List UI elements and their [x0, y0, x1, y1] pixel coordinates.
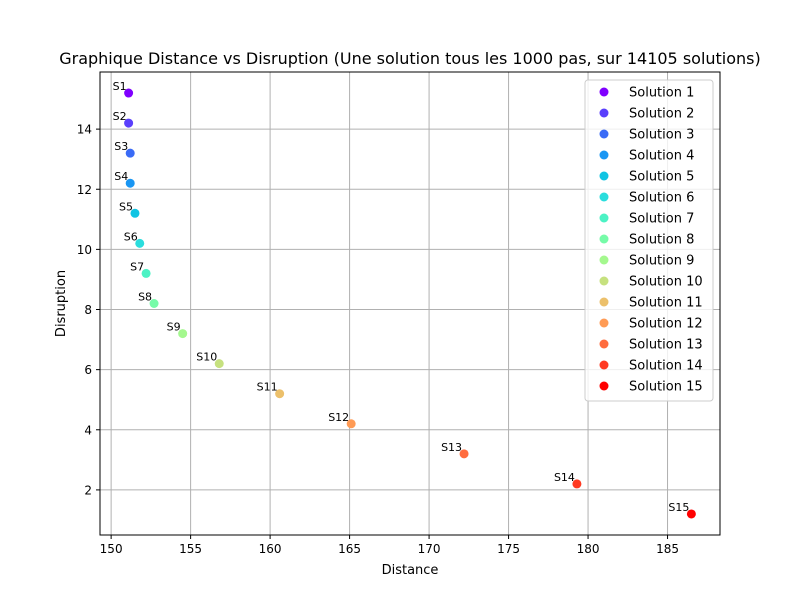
- x-axis-label: Distance: [382, 563, 439, 578]
- legend-entry-label: Solution 15: [629, 380, 703, 395]
- point-label: S15: [668, 501, 689, 514]
- legend-marker: [599, 318, 609, 328]
- legend-marker: [599, 297, 609, 307]
- y-tick-label: 12: [77, 183, 92, 197]
- y-tick-label: 10: [77, 243, 92, 257]
- y-tick-label: 6: [84, 363, 92, 377]
- legend-marker: [599, 129, 609, 139]
- data-point: [124, 118, 134, 128]
- x-tick-label: 180: [577, 542, 600, 556]
- legend-entry-label: Solution 7: [629, 212, 694, 227]
- legend-marker: [599, 87, 609, 97]
- legend-entry-label: Solution 12: [629, 317, 703, 332]
- legend-marker: [599, 339, 609, 349]
- data-point: [214, 359, 224, 369]
- legend-marker: [599, 255, 609, 265]
- point-label: S13: [441, 441, 462, 454]
- point-label: S14: [554, 471, 575, 484]
- legend-box: [584, 79, 714, 402]
- legend-marker: [599, 213, 609, 223]
- x-tick-label: 165: [338, 542, 361, 556]
- legend-entry-label: Solution 14: [629, 359, 703, 374]
- data-point: [686, 509, 696, 519]
- legend-entry-label: Solution 10: [629, 275, 703, 290]
- legend-entry-label: Solution 8: [629, 233, 694, 248]
- point-label: S1: [113, 80, 127, 93]
- legend-marker: [599, 171, 609, 181]
- data-point: [125, 178, 135, 188]
- data-points: [124, 88, 696, 519]
- data-point: [141, 268, 151, 278]
- legend-marker: [599, 360, 609, 370]
- axes: 150 155 160 165 170 175 180 185 2 4 6 8 10 12 14: [77, 123, 679, 556]
- legend-marker: [599, 381, 609, 391]
- data-point: [130, 208, 140, 218]
- x-tick-label: 185: [656, 542, 679, 556]
- legend: Solution 1 Solution 2 Solution 3 Solution 4…: [584, 79, 714, 402]
- data-point: [125, 148, 135, 158]
- x-tick-label: 160: [259, 542, 282, 556]
- point-label: S11: [257, 381, 278, 394]
- data-point: [346, 419, 356, 429]
- x-tick-label: 155: [179, 542, 202, 556]
- point-label: S8: [138, 291, 152, 304]
- legend-entry-label: Solution 6: [629, 191, 694, 206]
- legend-marker: [599, 234, 609, 244]
- data-point: [572, 479, 582, 489]
- y-tick-label: 4: [84, 423, 92, 437]
- point-label: S2: [113, 110, 127, 123]
- point-label: S3: [114, 140, 128, 153]
- x-tick-label: 150: [100, 542, 123, 556]
- point-label: S4: [114, 170, 128, 183]
- data-point: [275, 389, 285, 399]
- legend-entry-label: Solution 9: [629, 254, 694, 269]
- y-tick-label: 14: [77, 123, 92, 137]
- point-label: S6: [124, 230, 138, 243]
- legend-entry-label: Solution 1: [629, 86, 694, 101]
- legend-entry-label: Solution 3: [629, 128, 694, 143]
- legend-marker: [599, 192, 609, 202]
- data-point: [459, 449, 469, 459]
- legend-marker: [599, 150, 609, 160]
- legend-entry-label: Solution 5: [629, 170, 694, 185]
- x-tick-label: 170: [418, 542, 441, 556]
- y-tick-label: 2: [84, 483, 92, 497]
- point-label: S9: [167, 321, 181, 334]
- x-tick-label: 175: [497, 542, 520, 556]
- legend-entry-label: Solution 4: [629, 149, 694, 164]
- point-label: S12: [328, 411, 349, 424]
- point-label: S5: [119, 200, 133, 213]
- data-point: [178, 329, 188, 339]
- point-label: S10: [196, 351, 217, 364]
- y-tick-label: 8: [84, 303, 92, 317]
- legend-marker: [599, 276, 609, 286]
- point-labels: S1 S2 S3 S4 S5 S6 S7 S8 S9 S10 S11 S12 S13 S14 S15: [113, 80, 690, 514]
- legend-entry-label: Solution 13: [629, 338, 703, 353]
- legend-entry-label: Solution 2: [629, 107, 694, 122]
- point-label: S7: [130, 260, 144, 273]
- data-point: [124, 88, 134, 98]
- chart-title: Graphique Distance vs Disruption (Une so…: [59, 49, 761, 68]
- data-point: [135, 238, 145, 248]
- legend-marker: [599, 108, 609, 118]
- y-axis-label: Disruption: [54, 270, 69, 337]
- plot-area-frame: [99, 71, 721, 536]
- legend-entry-label: Solution 11: [629, 296, 703, 311]
- data-point: [149, 299, 159, 308]
